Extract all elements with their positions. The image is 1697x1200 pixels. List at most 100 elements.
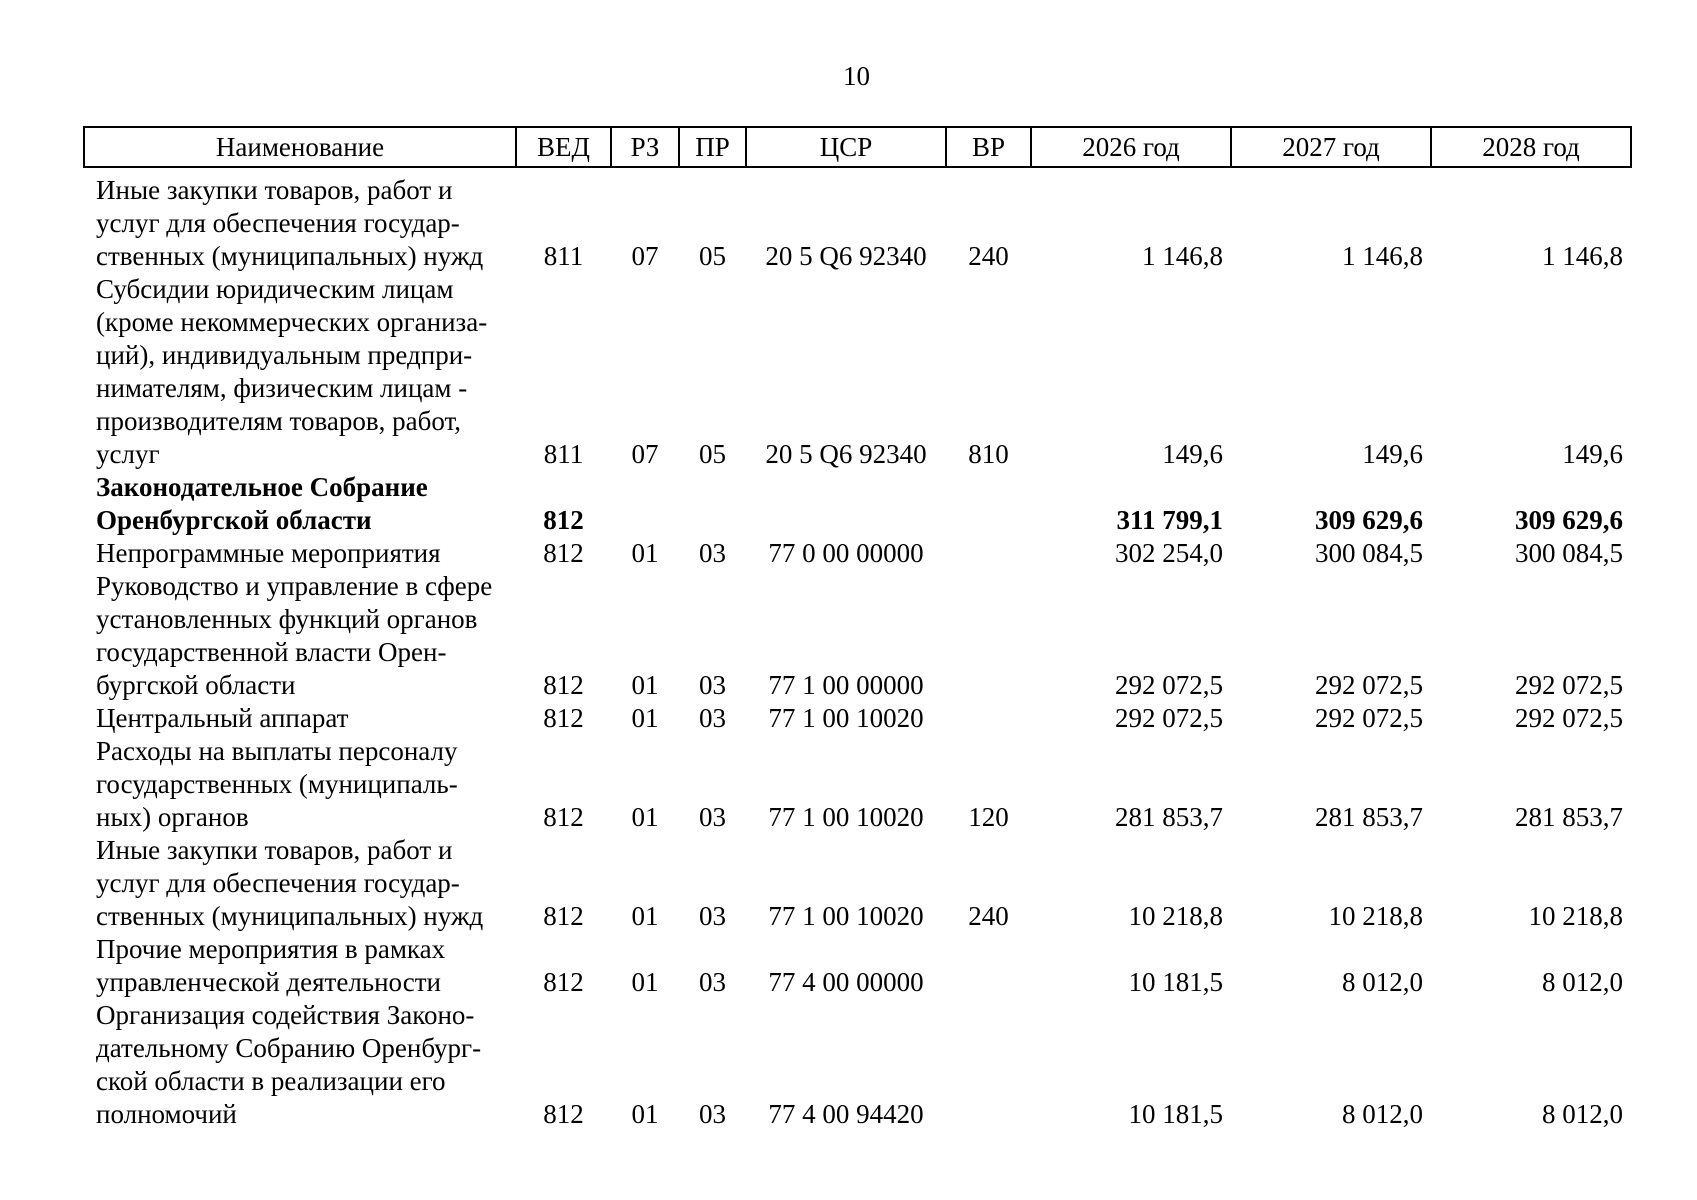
- column-header-rz: РЗ: [610, 126, 680, 168]
- table-row: Иные закупки товаров, работ и услуг для …: [84, 167, 1631, 273]
- cell-pr: 03: [699, 802, 726, 832]
- header-row: Наименование ВЕД РЗ ПР ЦСР ВР 2026 год 2…: [83, 126, 1632, 168]
- cell-vr: 240: [968, 901, 1009, 931]
- cell-y2026: 10 218,8: [1128, 901, 1224, 931]
- table-row: Прочие мероприятия в рамках управленческ…: [84, 933, 1631, 999]
- page-number: 10: [843, 61, 870, 91]
- column-header-name: Наименование: [83, 126, 517, 168]
- table-row: Законодательное Собрание Оренбургской об…: [84, 471, 1631, 537]
- cell-vr: 120: [968, 802, 1009, 832]
- cell-csr: 77 4 00 00000: [768, 967, 924, 997]
- cell-y2026: 281 853,7: [1115, 802, 1223, 832]
- cell-y2026: 10 181,5: [1128, 1099, 1224, 1129]
- cell-ved: 812: [543, 967, 584, 997]
- column-header-2027: 2027 год: [1230, 126, 1432, 168]
- table-row: Организация содействия Законо- дательном…: [84, 999, 1631, 1131]
- cell-y2027: 292 072,5: [1315, 670, 1423, 700]
- cell-name: Законодательное Собрание Оренбургской об…: [96, 472, 428, 535]
- cell-y2027: 8 012,0: [1342, 967, 1423, 997]
- cell-vr: [946, 702, 1031, 735]
- cell-y2026: 292 072,5: [1115, 670, 1223, 700]
- cell-y2026: 10 181,5: [1128, 967, 1224, 997]
- cell-ved: 812: [543, 505, 584, 535]
- cell-name: Руководство и управление в сфере установ…: [96, 571, 493, 700]
- cell-csr: 77 1 00 10020: [768, 901, 924, 931]
- cell-ved: 812: [543, 538, 584, 568]
- table-row: Непрограммные мероприятия 812 01 03 77 0 00 …: [84, 537, 1631, 570]
- cell-y2028: 309 629,6: [1515, 505, 1623, 535]
- cell-vr: 240: [968, 241, 1009, 271]
- cell-y2027: 10 218,8: [1328, 901, 1424, 931]
- cell-pr: 03: [699, 901, 726, 931]
- cell-pr: 03: [699, 538, 726, 568]
- cell-name: Прочие мероприятия в рамках управленческ…: [96, 934, 446, 997]
- cell-vr: [946, 471, 1031, 537]
- cell-rz: 01: [631, 670, 659, 700]
- cell-y2027: 292 072,5: [1315, 703, 1423, 733]
- cell-pr: 03: [699, 703, 726, 733]
- cell-y2026: 1 146,8: [1142, 241, 1223, 271]
- cell-y2026: 302 254,0: [1115, 538, 1223, 568]
- cell-pr: 05: [699, 241, 726, 271]
- cell-csr: 20 5 Q6 92340: [765, 439, 927, 469]
- cell-ved: 812: [543, 670, 584, 700]
- cell-name: Иные закупки товаров, работ и услуг для …: [96, 835, 484, 931]
- cell-y2028: 10 218,8: [1528, 901, 1624, 931]
- cell-pr: 03: [699, 967, 726, 997]
- cell-rz: 07: [631, 439, 659, 469]
- cell-pr: [679, 471, 746, 537]
- cell-name: Организация содействия Законо- дательном…: [96, 1000, 482, 1129]
- cell-vr: [946, 570, 1031, 702]
- table-row: Руководство и управление в сфере установ…: [84, 570, 1631, 702]
- cell-rz: 01: [631, 802, 659, 832]
- cell-rz: 01: [631, 1099, 659, 1129]
- column-header-ved: ВЕД: [515, 126, 612, 168]
- cell-y2027: 1 146,8: [1342, 241, 1423, 271]
- cell-ved: 811: [543, 241, 584, 271]
- cell-name: Иные закупки товаров, работ и услуг для …: [96, 175, 484, 271]
- cell-csr: 77 1 00 10020: [768, 703, 924, 733]
- cell-rz: 01: [631, 703, 659, 733]
- cell-y2027: 309 629,6: [1315, 505, 1423, 535]
- cell-y2027: 281 853,7: [1315, 802, 1423, 832]
- cell-y2028: 292 072,5: [1515, 670, 1623, 700]
- cell-csr: [746, 471, 946, 537]
- cell-ved: 811: [543, 439, 584, 469]
- cell-y2028: 292 072,5: [1515, 703, 1623, 733]
- cell-y2027: 300 084,5: [1315, 538, 1423, 568]
- column-header-csr: ЦСР: [745, 126, 947, 168]
- cell-y2027: 8 012,0: [1342, 1099, 1423, 1129]
- column-header-vr: ВР: [945, 126, 1032, 168]
- cell-y2028: 8 012,0: [1542, 1099, 1623, 1129]
- cell-vr: [946, 933, 1031, 999]
- cell-csr: 77 0 00 00000: [768, 538, 924, 568]
- cell-vr: 810: [968, 439, 1009, 469]
- cell-pr: 03: [699, 670, 726, 700]
- cell-vr: [946, 999, 1031, 1131]
- table-row: Центральный аппарат 812 01 03 77 1 00 10020 2…: [84, 702, 1631, 735]
- cell-y2026: 292 072,5: [1115, 703, 1223, 733]
- cell-y2028: 1 146,8: [1542, 241, 1623, 271]
- cell-name: Расходы на выплаты персоналу государстве…: [96, 736, 458, 832]
- cell-y2028: 8 012,0: [1542, 967, 1623, 997]
- cell-y2026: 149,6: [1162, 439, 1223, 469]
- cell-vr: [946, 537, 1031, 570]
- column-header-2028: 2028 год: [1430, 126, 1632, 168]
- cell-y2026: 311 799,1: [1116, 505, 1223, 535]
- cell-ved: 812: [543, 901, 584, 931]
- cell-rz: [611, 471, 679, 537]
- table-row: Субсидии юридическим лицам (кроме некомм…: [84, 273, 1631, 471]
- table-row: Расходы на выплаты персоналу государстве…: [84, 735, 1631, 834]
- cell-ved: 812: [543, 1099, 584, 1129]
- cell-rz: 01: [631, 967, 659, 997]
- cell-ved: 812: [543, 703, 584, 733]
- cell-name: Субсидии юридическим лицам (кроме некомм…: [96, 274, 488, 469]
- column-header-2026: 2026 год: [1030, 126, 1232, 168]
- cell-ved: 812: [543, 802, 584, 832]
- cell-y2028: 300 084,5: [1515, 538, 1623, 568]
- column-header-pr: ПР: [678, 126, 747, 168]
- budget-table: Наименование ВЕД РЗ ПР ЦСР ВР 2026 год 2…: [83, 126, 1632, 1131]
- cell-pr: 03: [699, 1099, 726, 1129]
- table-body: Иные закупки товаров, работ и услуг для …: [84, 167, 1631, 1131]
